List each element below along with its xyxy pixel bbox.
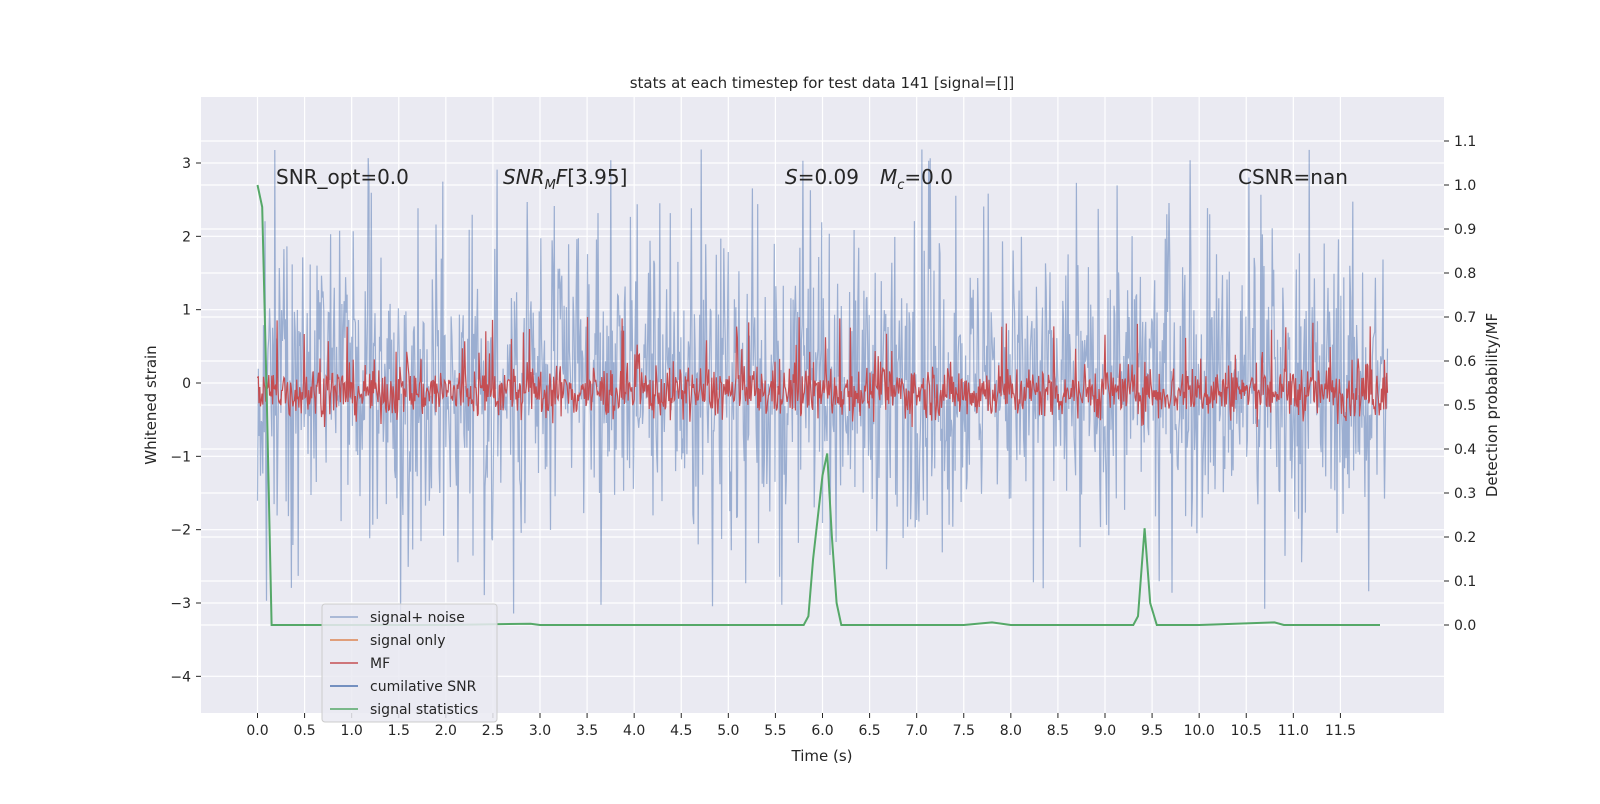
x-tick-label: 4.0 [623, 723, 645, 739]
y-left-tick-label: −1 [170, 449, 191, 465]
x-tick-label: 0.0 [246, 723, 268, 739]
y-left-tick-label: 1 [182, 303, 191, 319]
x-tick-label: 6.5 [858, 723, 880, 739]
x-tick-label: 11.0 [1278, 723, 1309, 739]
y-axis-right-ticks: 0.0 0.1 0.2 0.3 0.4 0.5 0.6 0.7 0.8 0.9 1.0 1.1 [1444, 134, 1476, 634]
y-left-tick-label: 0 [182, 376, 191, 392]
y-right-tick-label: 0.2 [1454, 530, 1476, 546]
y-right-tick-label: 0.1 [1454, 574, 1476, 590]
annotation-snr-opt: SNR_opt=0.0 [276, 165, 409, 189]
x-tick-label: 0.5 [293, 723, 315, 739]
x-axis-ticks: 0.0 0.5 1.0 1.5 2.0 2.5 3.0 3.5 4.0 4.5 5.0 5.5 6.0 6… [246, 713, 1356, 739]
annotation-mc: Mc=0.0 [880, 165, 953, 193]
x-tick-label: 7.5 [953, 723, 975, 739]
x-tick-label: 3.5 [576, 723, 598, 739]
x-tick-label: 10.0 [1184, 723, 1215, 739]
mf-series [256, 317, 1389, 428]
x-tick-label: 6.0 [811, 723, 833, 739]
x-tick-label: 9.0 [1094, 723, 1116, 739]
y-right-tick-label: 0.4 [1454, 442, 1476, 458]
y-left-tick-label: 3 [182, 156, 191, 172]
x-tick-label: 3.0 [529, 723, 551, 739]
x-tick-label: 10.5 [1231, 723, 1262, 739]
y-right-tick-label: 0.8 [1454, 266, 1476, 282]
legend-label-mf: MF [370, 656, 390, 672]
x-tick-label: 4.5 [670, 723, 692, 739]
y-right-tick-label: 0.9 [1454, 222, 1476, 238]
legend-label-signal-statistics: signal statistics [370, 702, 478, 718]
y-axis-right-title: Detection probability/MF [1483, 313, 1501, 497]
x-tick-label: 8.5 [1047, 723, 1069, 739]
y-axis-left-ticks: −4 −3 −2 −1 0 1 2 3 [170, 156, 201, 685]
y-right-tick-label: 0.0 [1454, 618, 1476, 634]
chart-title: stats at each timestep for test data 141… [630, 74, 1015, 92]
y-right-tick-label: 0.6 [1454, 354, 1476, 370]
annotation-csnr: CSNR=nan [1238, 165, 1348, 189]
x-tick-label: 7.0 [906, 723, 928, 739]
y-left-tick-label: −3 [170, 596, 191, 612]
legend-box [321, 603, 498, 723]
x-tick-label: 1.5 [388, 723, 410, 739]
legend: signal+ noise signal only MF cumilative … [321, 603, 498, 723]
legend-label-signal-noise: signal+ noise [370, 610, 465, 626]
y-right-tick-label: 1.1 [1454, 134, 1476, 150]
x-axis-title: Time (s) [791, 747, 853, 765]
annotation-s: S=0.09 [785, 165, 859, 189]
x-tick-label: 8.0 [1000, 723, 1022, 739]
x-tick-label: 5.5 [764, 723, 786, 739]
noise-series [256, 149, 1389, 616]
annotation-s-value: =0.09 [798, 165, 859, 189]
x-tick-label: 5.0 [717, 723, 739, 739]
annotation-snr-mf: SNRMF[3.95] [503, 165, 627, 193]
y-right-tick-label: 1.0 [1454, 178, 1476, 194]
y-right-tick-label: 0.3 [1454, 486, 1476, 502]
y-right-tick-label: 0.5 [1454, 398, 1476, 414]
series-signal-noise-line [256, 149, 1389, 616]
annotation-mc-value: =0.0 [904, 165, 953, 189]
x-tick-label: 1.0 [341, 723, 363, 739]
y-right-tick-label: 0.7 [1454, 310, 1476, 326]
y-left-tick-label: −2 [170, 523, 191, 539]
x-tick-label: 9.5 [1141, 723, 1163, 739]
y-left-tick-label: 2 [182, 229, 191, 245]
annotation-snr-mf-value: [3.95] [567, 165, 627, 189]
legend-label-cumilative-snr: cumilative SNR [370, 679, 477, 695]
y-left-tick-label: −4 [170, 669, 191, 685]
x-tick-label: 2.0 [435, 723, 457, 739]
series-mf-line [256, 317, 1389, 428]
legend-label-signal-only: signal only [370, 633, 445, 649]
x-tick-label: 11.5 [1325, 723, 1356, 739]
y-axis-left-title: Whitened strain [142, 345, 160, 464]
x-tick-label: 2.5 [482, 723, 504, 739]
